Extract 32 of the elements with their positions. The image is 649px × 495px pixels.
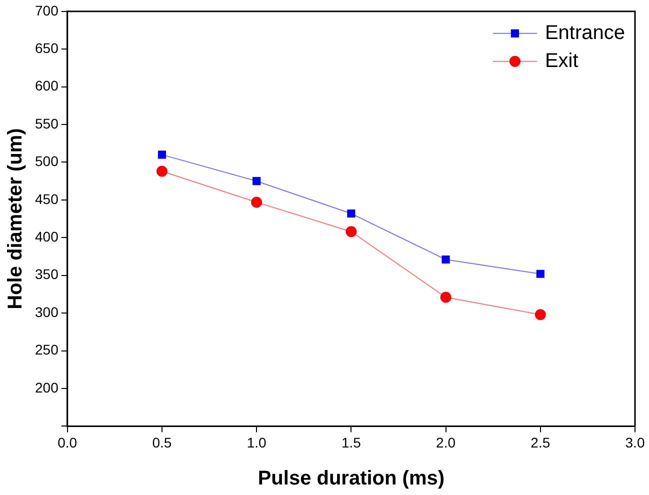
x-tick-label: 2.5	[530, 434, 550, 450]
point	[534, 309, 546, 320]
x-tick-label: 1.5	[341, 434, 362, 450]
x-tick-label: 0.0	[58, 434, 78, 450]
point	[442, 255, 450, 264]
x-tick-label: 2.0	[436, 434, 456, 450]
y-tick-label: 200	[35, 379, 59, 396]
point	[440, 292, 452, 303]
y-tick-label: 550	[35, 115, 59, 132]
point	[156, 166, 168, 177]
x-tick-label: 3.0	[625, 434, 645, 450]
y-tick-label: 650	[35, 40, 59, 56]
legend-label: Exit	[544, 50, 579, 72]
point	[251, 196, 262, 208]
y-tick-label: 250	[35, 342, 59, 358]
point	[346, 226, 357, 238]
y-tick-label: 600	[35, 78, 59, 94]
x-tick-label: 1.0	[246, 434, 267, 450]
legend-label: Entrance	[544, 22, 626, 44]
x-tick-label: 0.5	[152, 434, 172, 450]
point	[252, 177, 261, 186]
y-tick-label: 450	[35, 190, 59, 207]
y-tick-label: 300	[35, 304, 59, 320]
y-tick-label: 400	[35, 228, 59, 245]
point	[347, 209, 356, 218]
point	[536, 270, 544, 278]
x-axis-title: Pulse duration (ms)	[258, 468, 445, 490]
y-tick-label: 700	[35, 2, 59, 18]
y-axis-title: Hole diameter (um)	[4, 128, 27, 310]
y-tick-label: 350	[35, 266, 59, 282]
point	[158, 150, 166, 159]
y-tick-label: 500	[35, 153, 59, 170]
